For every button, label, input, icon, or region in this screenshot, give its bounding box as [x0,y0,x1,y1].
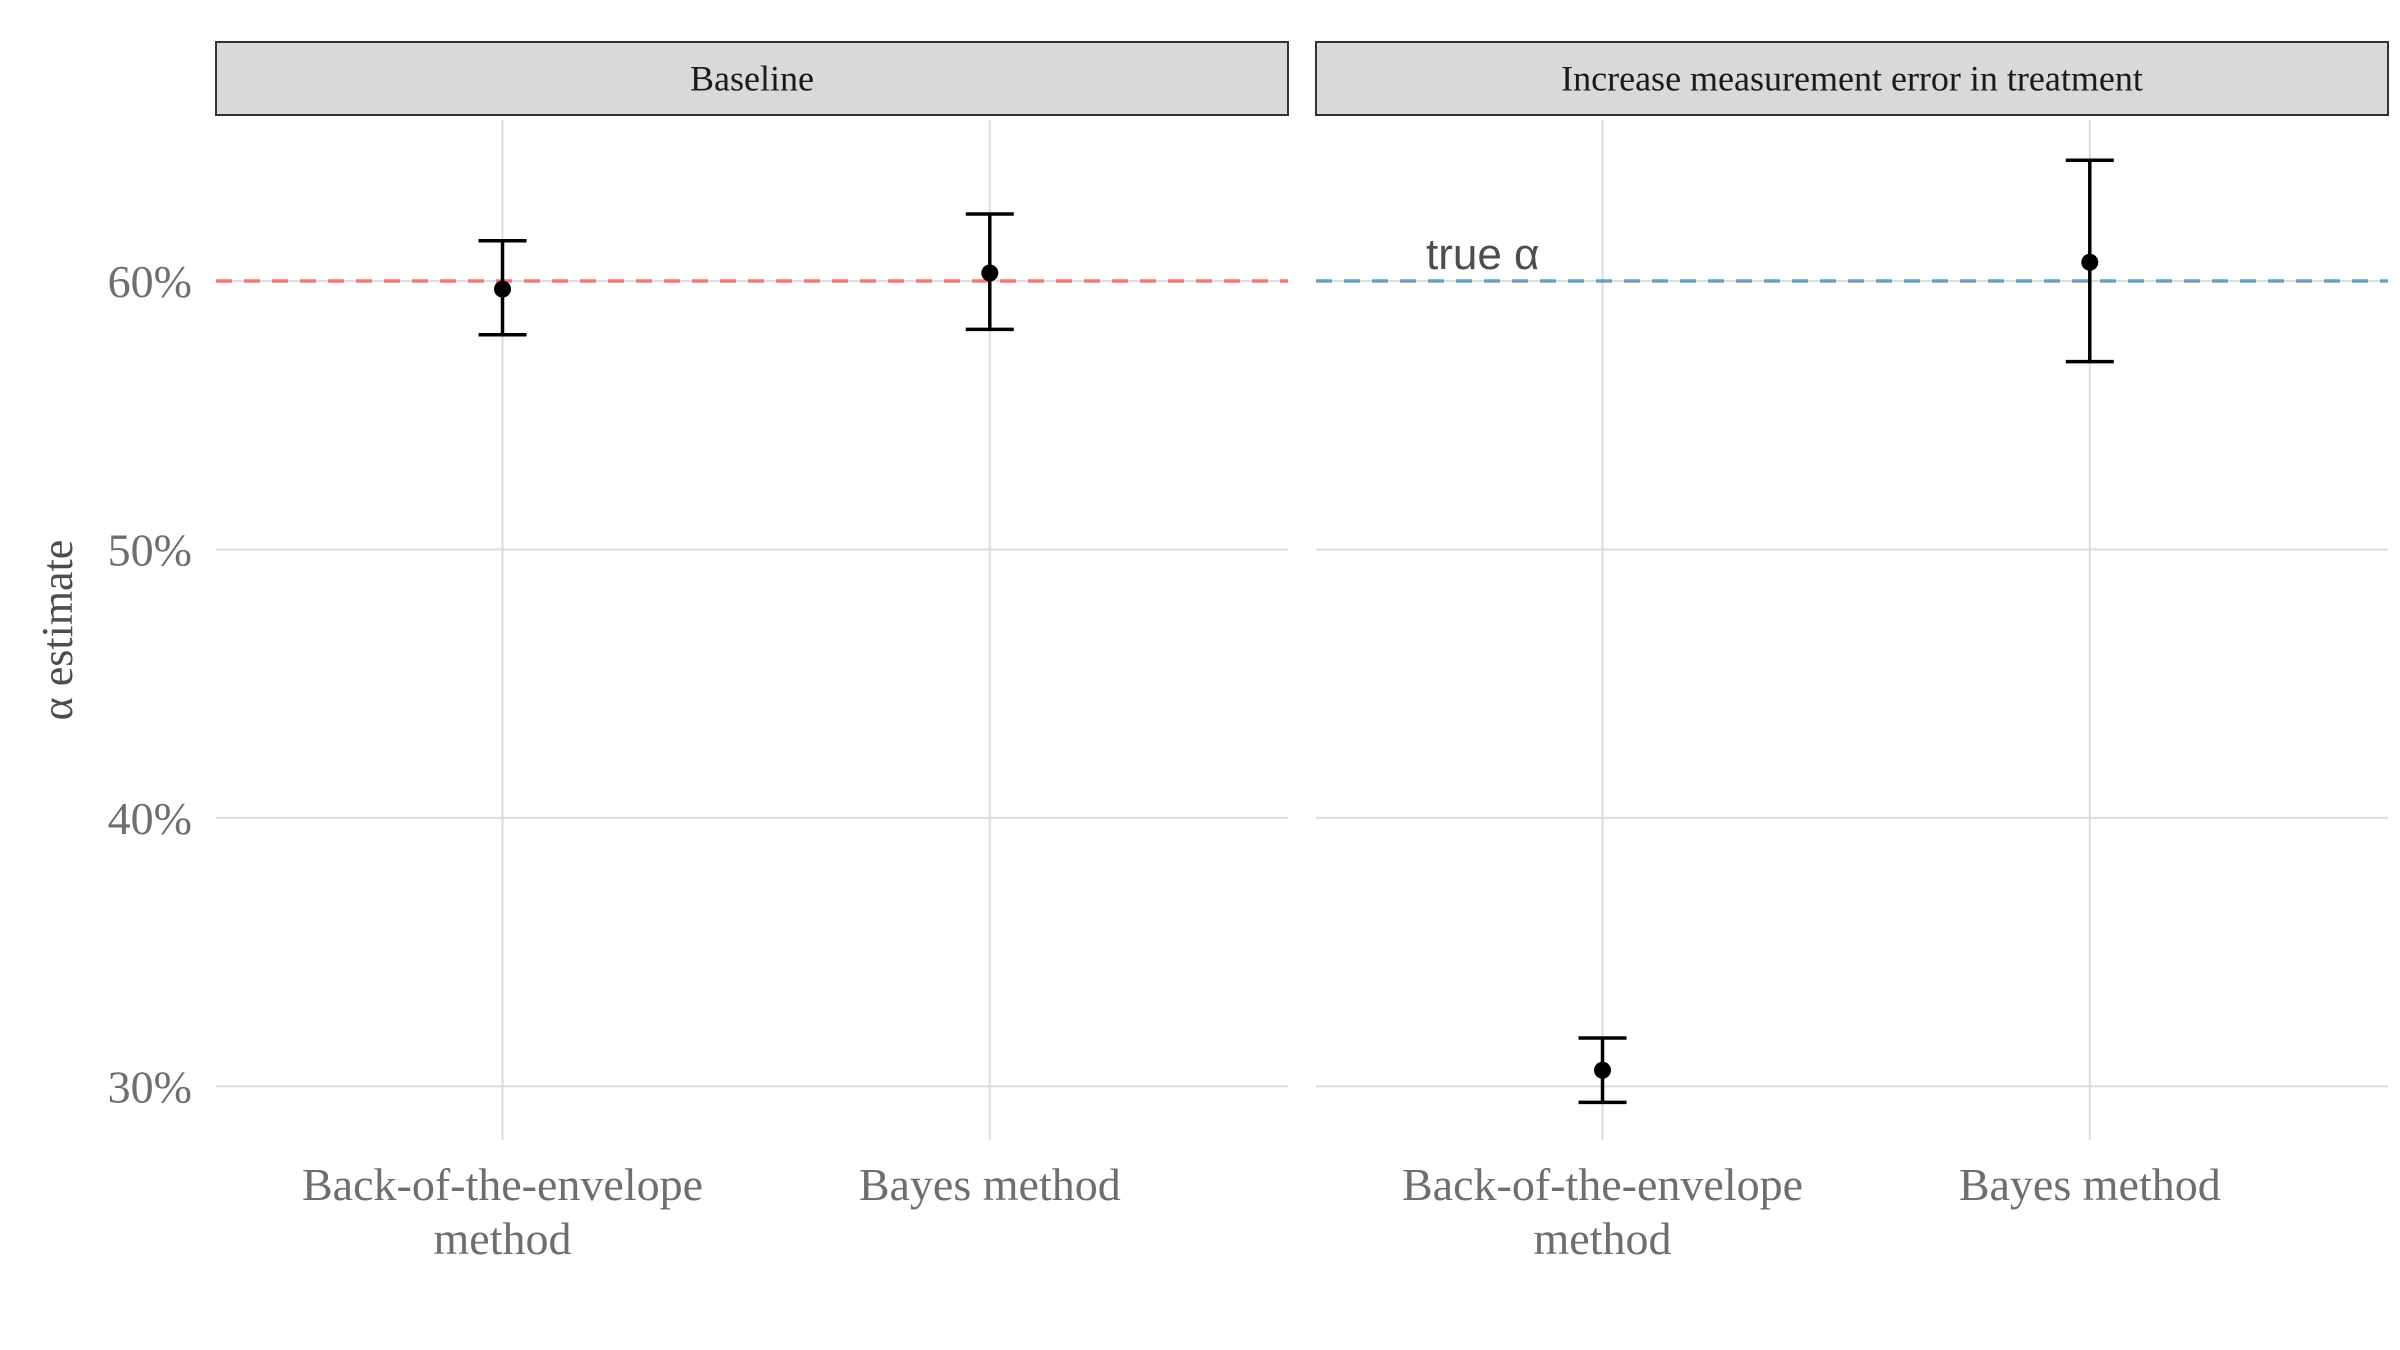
x-tick-label: Back-of-the-envelope method [1402,1159,1803,1264]
estimate-point [494,280,512,298]
panel-title: Increase measurement error in treatment [1561,59,2143,99]
panel-strip [1315,41,2389,116]
panel-title: Baseline [690,59,814,99]
estimate-point [2081,253,2099,271]
x-tick-label: Bayes method [1959,1159,2221,1210]
x-tick-label: Back-of-the-envelope method [302,1159,703,1264]
reference-line-label: true α [1426,230,1539,279]
panels: Baseline Back-of-the-envelope method Bayes … [215,41,2389,1264]
panel-1: Baseline Back-of-the-envelope method Bayes … [215,41,1289,1264]
y-tick-label: 40% [108,793,192,844]
y-tick-label: 60% [108,256,192,307]
y-tick-labels: 30% 40% 50% 60% [108,256,192,1112]
estimate-point [1594,1061,1612,1079]
panel-2: Increase measurement error in treatment t… [1315,41,2389,1264]
estimate-point [981,264,999,282]
x-tick-label: Bayes method [859,1159,1121,1210]
panel-strip [215,41,1289,116]
y-tick-label: 30% [108,1061,192,1112]
y-tick-label: 50% [108,524,192,575]
y-axis-label: α estimate [33,540,82,721]
